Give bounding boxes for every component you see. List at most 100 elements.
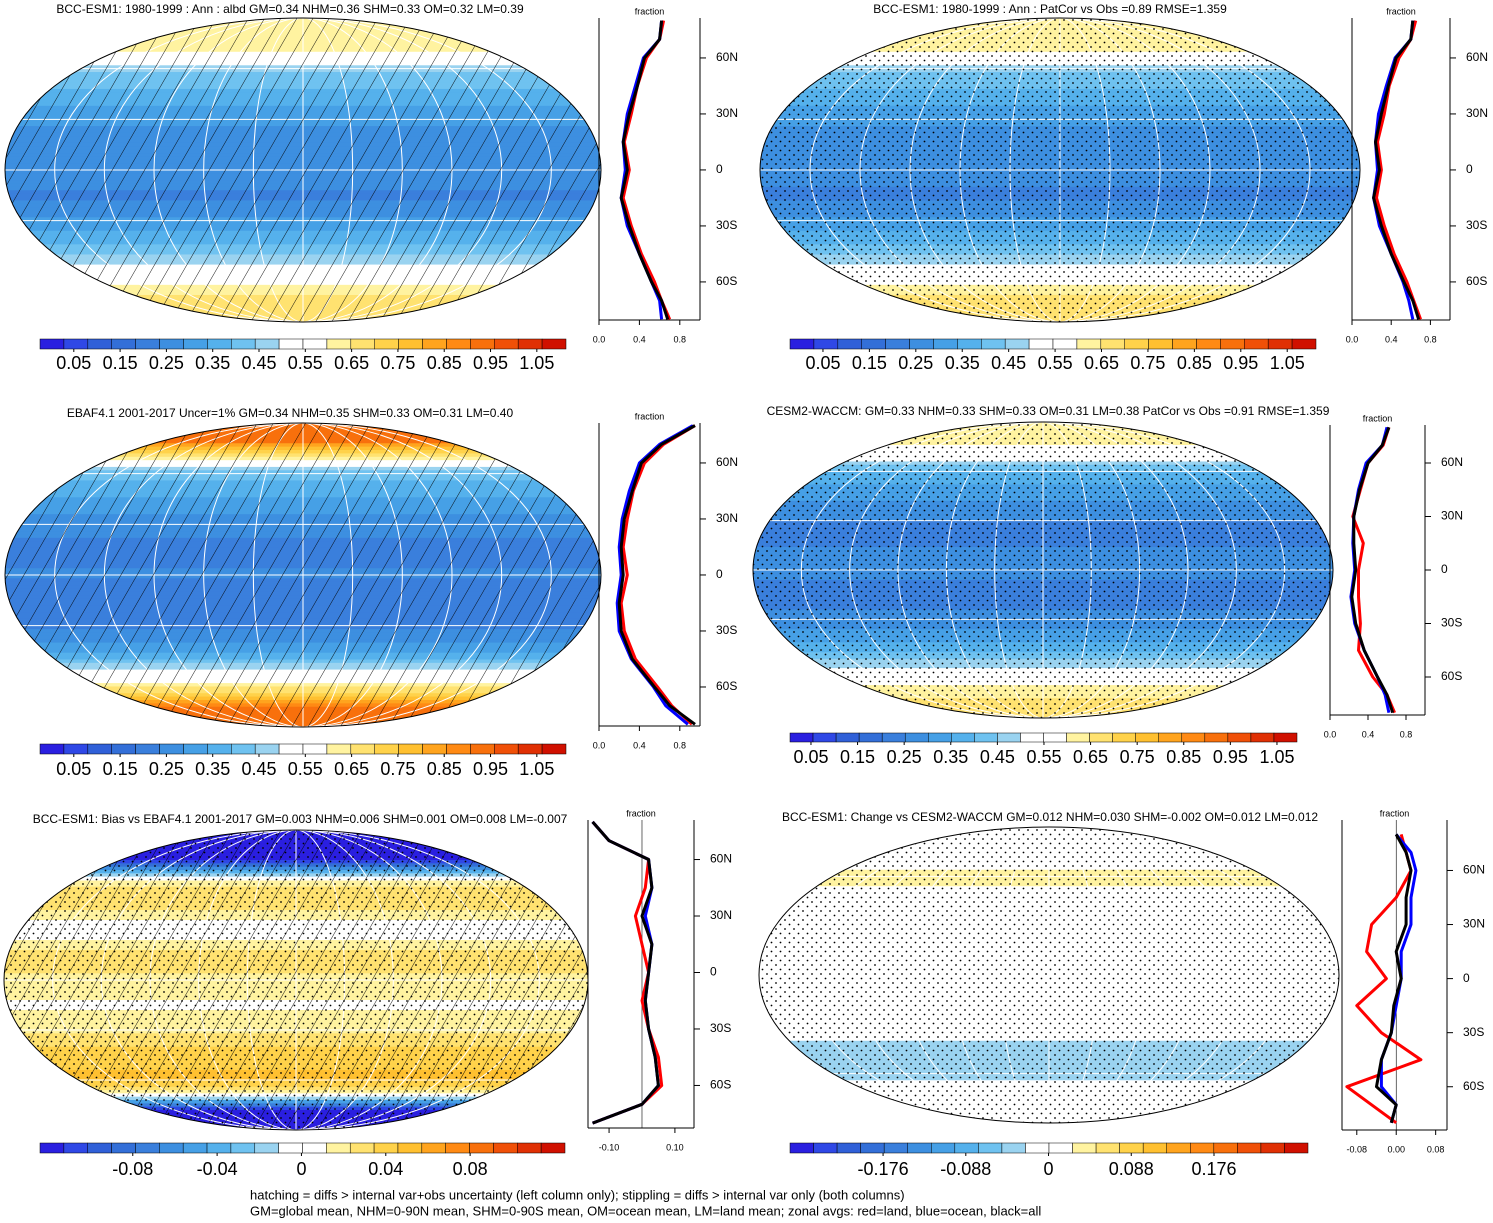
colorbar-box	[789, 732, 814, 743]
colorbar-box	[1148, 338, 1173, 350]
colorbar-box	[206, 1142, 232, 1154]
colorbar-box	[111, 1142, 136, 1154]
colorbar-label: 0.85	[427, 353, 462, 373]
x-tick-label: 0.0	[593, 334, 606, 344]
colorbar-box	[159, 338, 184, 350]
zonal-line	[617, 424, 696, 726]
colorbar-box	[1119, 1142, 1144, 1154]
colorbar-box	[517, 743, 543, 755]
colorbar-label: 0.45	[241, 353, 276, 373]
colorbar-box	[861, 338, 886, 350]
x-tick-label: 0.4	[1362, 729, 1375, 739]
colorbar-box	[183, 743, 208, 755]
colorbar-box	[397, 1142, 423, 1154]
map	[753, 422, 1333, 718]
x-tick-label: 0.8	[674, 334, 687, 344]
colorbar-box	[1273, 732, 1298, 743]
colorbar-box	[39, 1142, 65, 1154]
colorbar-box	[350, 338, 375, 350]
colorbar-box	[1043, 732, 1067, 743]
colorbar-box	[981, 338, 1006, 350]
colorbar-box	[469, 1142, 494, 1154]
colorbar-box	[1158, 732, 1183, 743]
colorbar-label: 0.95	[1213, 747, 1248, 767]
map	[760, 18, 1360, 322]
colorbar-box	[813, 1142, 838, 1154]
colorbar-box	[326, 338, 352, 350]
colorbar-box	[183, 338, 208, 350]
y-tick-label: 30S	[1466, 218, 1487, 232]
zonal-line	[619, 20, 670, 320]
colorbar-box	[1142, 1142, 1167, 1154]
x-tick-label: 0.00	[1387, 1144, 1405, 1154]
colorbar-label: 0	[296, 1159, 306, 1179]
colorbar-box	[541, 338, 567, 350]
colorbar-box	[957, 338, 982, 350]
panel-title: CESM2-WACCM: GM=0.33 NHM=0.33 SHM=0.33 O…	[767, 404, 1330, 418]
colorbar-label: 0.15	[852, 353, 887, 373]
panel-title: BCC-ESM1: 1980-1999 : Ann : albd GM=0.34…	[56, 2, 524, 16]
y-tick-label: 60S	[1441, 669, 1462, 683]
zonal-line	[591, 820, 664, 1125]
colorbar-box	[517, 1142, 542, 1154]
colorbar-box	[373, 1142, 399, 1154]
colorbar-box	[997, 732, 1021, 743]
colorbar-box	[111, 743, 136, 755]
colorbar-box	[374, 338, 399, 350]
colorbar-label: 0.15	[840, 747, 875, 767]
colorbar-label: 0.45	[991, 353, 1026, 373]
colorbar-label: 0.65	[334, 353, 369, 373]
footer-line: GM=global mean, NHM=0-90N mean, SHM=0-90…	[250, 1203, 1041, 1218]
colorbar-label: 0.05	[793, 747, 828, 767]
colorbar-box	[1172, 338, 1197, 350]
colorbar-box	[881, 732, 906, 743]
colorbar-box	[254, 338, 280, 350]
colorbar-box	[1213, 1142, 1238, 1154]
zonal-xlabel: fraction	[1386, 6, 1416, 16]
map-border	[4, 422, 602, 728]
x-tick-label: 0.0	[593, 740, 606, 750]
y-tick-label: 60N	[710, 852, 732, 866]
stippling	[753, 422, 1333, 718]
map-border	[752, 421, 1334, 719]
colorbar-box	[1250, 732, 1275, 743]
colorbar-box	[39, 338, 65, 350]
colorbar-box	[207, 338, 232, 350]
colorbar-box	[135, 338, 160, 350]
colorbar-label: -0.04	[197, 1159, 238, 1179]
colorbar-label: 0.95	[473, 759, 508, 779]
zonal-xlabel: fraction	[635, 6, 665, 16]
colorbar-box	[540, 1142, 566, 1154]
zonal-line	[1350, 426, 1395, 714]
colorbar-label: 0.35	[945, 353, 980, 373]
x-tick-label: 0.8	[674, 740, 687, 750]
colorbar-box	[111, 338, 136, 350]
colorbar-box	[63, 338, 89, 350]
panel-title: BCC-ESM1: Bias vs EBAF4.1 2001-2017 GM=0…	[33, 812, 568, 826]
colorbar-box	[933, 338, 958, 350]
colorbar-label: 0.75	[380, 353, 415, 373]
colorbar-label: 0.35	[933, 747, 968, 767]
colorbar-box	[1267, 338, 1293, 350]
colorbar-box	[493, 1142, 518, 1154]
zonal-xlabel: fraction	[635, 411, 665, 421]
colorbar-box	[278, 338, 304, 350]
colorbar-label: 0.088	[1109, 1159, 1154, 1179]
x-tick-label: 0.4	[633, 334, 646, 344]
stippling	[759, 827, 1339, 1123]
colorbar-box	[159, 1142, 184, 1154]
colorbar-label: 0.65	[334, 759, 369, 779]
y-tick-label: 30N	[1463, 917, 1485, 931]
colorbar-label: 0.25	[149, 353, 184, 373]
x-tick-label: 0.10	[666, 1142, 684, 1152]
colorbar-box	[326, 1142, 351, 1154]
colorbar-box	[302, 743, 328, 755]
panel-title: EBAF4.1 2001-2017 Uncer=1% GM=0.34 NHM=0…	[67, 406, 514, 420]
colorbar-box	[494, 743, 519, 755]
zonal-line	[591, 820, 660, 1125]
y-tick-label: 30N	[1441, 509, 1463, 523]
x-tick-label: 0.8	[1424, 334, 1437, 344]
colorbar-box	[470, 338, 495, 350]
colorbar-label: 1.05	[519, 353, 554, 373]
